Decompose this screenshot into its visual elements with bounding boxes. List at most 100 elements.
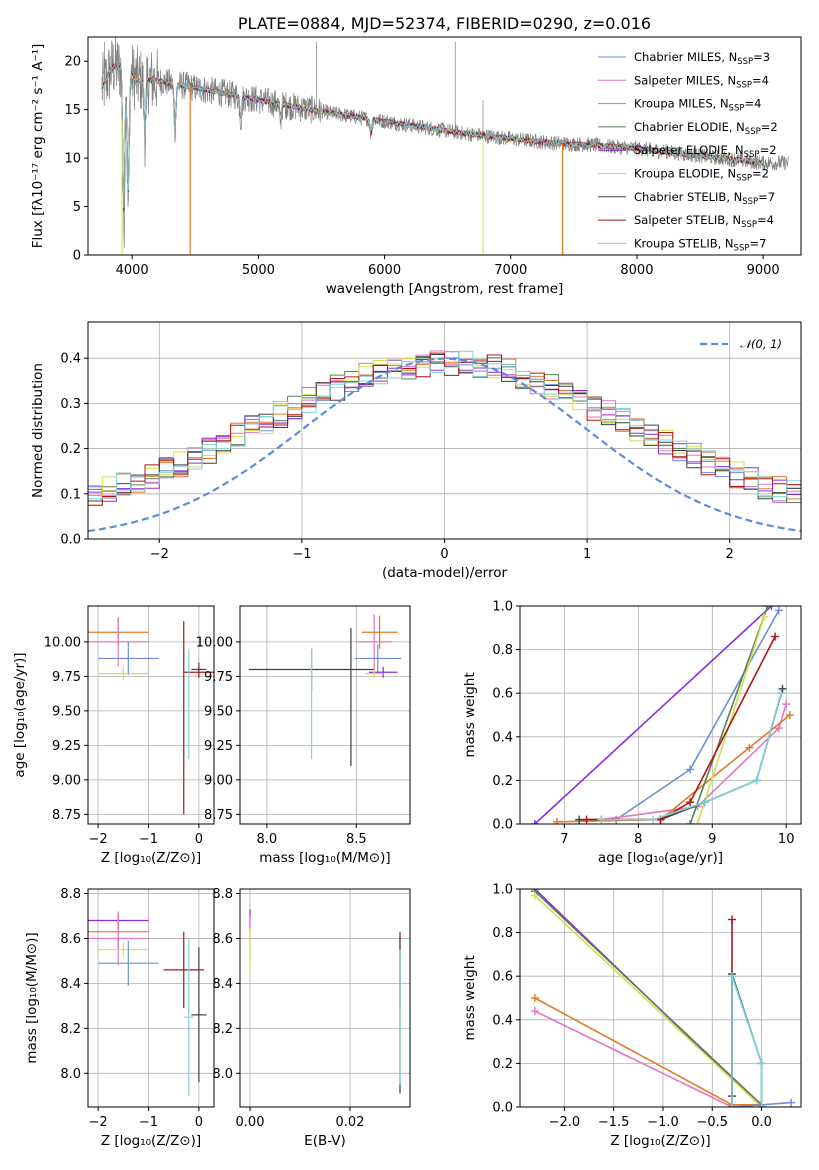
axes-frame <box>87 888 215 1108</box>
x-tick-label: −2.0 <box>549 1115 581 1130</box>
age-vs-z-panel: −2 −1 0 8.75 9.00 9.25 9.50 9.75 10.00 Z [log₁₀(Z… <box>12 605 215 866</box>
x-tick-label: 10 <box>778 832 795 847</box>
legend-entry-suffix: =3 <box>753 50 770 64</box>
mass-weight-marker <box>530 891 539 900</box>
x-axis-label: Z [log₁₀(Z/Z⊙)] <box>101 850 201 866</box>
x-tick-label: 8 <box>634 832 642 847</box>
y-tick-label: 8.4 <box>60 977 81 992</box>
mass-vs-ebv-plot-area <box>249 909 401 1094</box>
x-tick-label: 8.0 <box>256 832 277 847</box>
legend-entry-sub: SSP <box>736 174 752 184</box>
y-tick-label: 8.75 <box>204 808 233 823</box>
error-bar-point <box>98 641 159 675</box>
x-tick-label: −0.5 <box>696 1115 728 1130</box>
mass-weight-line <box>534 1010 733 1107</box>
y-tick-label: 8.0 <box>60 1067 81 1082</box>
legend-entry-sub: SSP <box>744 150 760 160</box>
x-axis-label: mass [log₁₀(M/M⊙)] <box>259 850 390 866</box>
legend-entry: Salpeter STELIB, NSSP=4 <box>634 213 774 230</box>
y-tick-label: 0.0 <box>60 533 81 548</box>
y-tick-label: 0.3 <box>60 397 81 412</box>
mass-weight-line <box>534 606 772 824</box>
error-bar-point <box>183 938 194 1096</box>
y-tick-label: 8.4 <box>212 977 233 992</box>
legend-entry: Kroupa ELODIE, NSSP=2 <box>634 167 769 184</box>
mass-weight-line <box>689 606 769 824</box>
legend-entry: 𝒩(0, 1) <box>740 337 782 351</box>
x-tick-label: −1.0 <box>647 1115 679 1130</box>
y-tick-label: 0.2 <box>492 1057 513 1072</box>
y-tick-label: 1.0 <box>492 600 513 615</box>
legend-entry-name: Chabrier STELIB, N <box>634 190 742 204</box>
legend-entry: Salpeter MILES, NSSP=4 <box>634 73 769 90</box>
error-bar-point <box>88 617 149 667</box>
legend-entry-suffix: =4 <box>744 97 761 111</box>
legend-entry-suffix: =4 <box>757 213 774 227</box>
x-axis-label: E(B-V) <box>304 1133 346 1149</box>
y-tick-label: 8.8 <box>60 887 81 902</box>
y-tick-label: 9.75 <box>204 670 233 685</box>
y-tick-label: 9.25 <box>52 739 81 754</box>
residuals-plot-area <box>88 350 801 533</box>
error-bar-point <box>354 644 402 673</box>
mass-weight-marker <box>552 817 561 824</box>
weight-vs-age-panel: 7 8 9 10 0.0 0.2 0.4 0.6 0.8 1.0 age [log₁₀(age/yr… <box>462 600 802 866</box>
legend-entry-suffix: =7 <box>749 236 766 250</box>
y-axis-label: Flux [fλ10⁻¹⁷ erg cm⁻² s⁻¹ A⁻¹] <box>30 44 46 249</box>
mass-weight-marker <box>760 612 769 621</box>
axes-frame <box>87 36 802 256</box>
y-tick-label: 9.75 <box>52 670 81 685</box>
residuals-panel: −2 −1 0 1 2 0.0 0.1 0.2 0.3 0.4 (data-model)/error… <box>30 321 802 581</box>
mass-weight-marker <box>686 765 695 774</box>
x-tick-label: −2 <box>88 832 107 847</box>
mass-weight-marker <box>763 606 772 610</box>
y-tick-label: 1.0 <box>492 883 513 898</box>
y-tick-label: 5 <box>73 200 81 215</box>
y-tick-label: 0.0 <box>492 1101 513 1116</box>
x-tick-label: −1 <box>292 547 311 562</box>
legend-entry-name: Kroupa ELODIE, N <box>634 167 736 181</box>
x-tick-label: 7000 <box>494 263 527 278</box>
mass-weight-marker <box>575 815 584 824</box>
mass-weight-line <box>534 890 763 1106</box>
mass-weight-marker <box>686 798 695 807</box>
y-tick-label: 10.00 <box>44 635 81 650</box>
mass-weight-line <box>731 973 763 1107</box>
x-tick-label: 0.02 <box>336 1115 365 1130</box>
y-axis-label: mass weight <box>462 672 478 757</box>
axes-frame <box>87 321 802 540</box>
legend-entry-suffix: =4 <box>752 73 769 87</box>
x-tick-label: 8000 <box>620 263 653 278</box>
x-tick-label: 9000 <box>747 263 780 278</box>
mass-weight-marker <box>582 815 591 824</box>
legend-entry-sub: SSP <box>737 57 753 67</box>
mass-weight-marker <box>745 743 754 752</box>
mass-weight-marker <box>727 915 736 924</box>
axes-frame <box>239 605 411 825</box>
x-tick-label: 0.0 <box>751 1115 772 1130</box>
y-tick-label: 8.2 <box>60 1022 81 1037</box>
y-tick-label: 0.0 <box>492 818 513 833</box>
mass-weight-line <box>696 616 765 824</box>
y-tick-label: 0.6 <box>492 970 513 985</box>
mass-weight-marker <box>649 815 658 824</box>
mass-vs-ebv-panel: 0.00 0.02 8.0 8.2 8.4 8.6 8.8 E(B-V) <box>212 887 411 1149</box>
y-tick-label: 0.4 <box>60 352 81 367</box>
mass-weight-marker <box>757 1059 766 1068</box>
mass-weight-marker <box>700 798 709 807</box>
legend-entry-name: Salpeter STELIB, N <box>634 213 741 227</box>
legend-entry-name: Salpeter ELODIE, N <box>634 143 744 157</box>
y-tick-label: 8.2 <box>212 1022 233 1037</box>
mass-weight-marker <box>727 1103 736 1107</box>
mass-weight-marker <box>787 1098 796 1107</box>
y-tick-label: 0.8 <box>492 643 513 658</box>
legend-entry: Salpeter ELODIE, NSSP=2 <box>634 143 777 160</box>
mass-weight-marker <box>530 994 539 1002</box>
y-tick-label: 0.4 <box>492 730 513 745</box>
legend-entry: Chabrier MILES, NSSP=3 <box>634 50 770 67</box>
chart-title: PLATE=0884, MJD=52374, FIBERID=0290, z=0… <box>238 14 651 33</box>
x-axis-label: Z [log₁₀(Z/Z⊙)] <box>610 1133 710 1149</box>
legend-entry-name: Chabrier MILES, N <box>634 50 737 64</box>
